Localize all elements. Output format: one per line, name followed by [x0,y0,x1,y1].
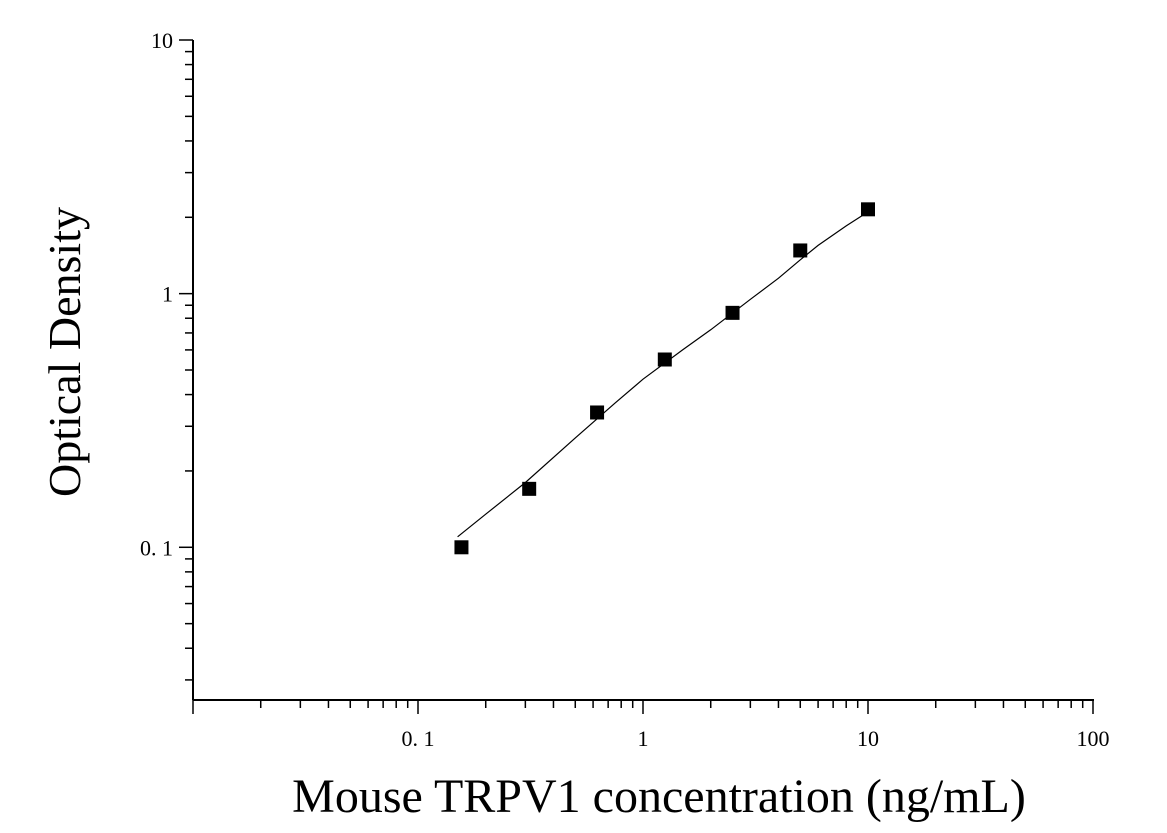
data-point [522,481,537,496]
data-point [454,540,469,555]
y-tick-label: 0. 1 [140,535,173,560]
data-point [725,305,740,320]
axis-ticks [179,39,1094,714]
data-point [861,202,875,217]
data-point [657,352,672,367]
y-tick-label: 1 [162,282,173,307]
x-tick-label: 1 [638,726,649,751]
fit-curve-layer [457,211,869,538]
data-point [590,405,605,420]
y-tick-label: 10 [151,28,173,53]
x-tick-label: 10 [857,726,879,751]
x-axis-title: Mouse TRPV1 concentration (ng/mL) [292,770,1026,823]
y-axis-title: Optical Density [39,207,90,497]
axes [192,40,1094,701]
data-points [454,202,875,555]
x-tick-label: 100 [1077,726,1110,751]
data-point [793,243,808,258]
fit-curve-line [457,211,869,538]
tick-labels: 0. 1 1 10 100 0. 1 1 10 [140,28,1110,751]
x-tick-label: 0. 1 [402,726,435,751]
